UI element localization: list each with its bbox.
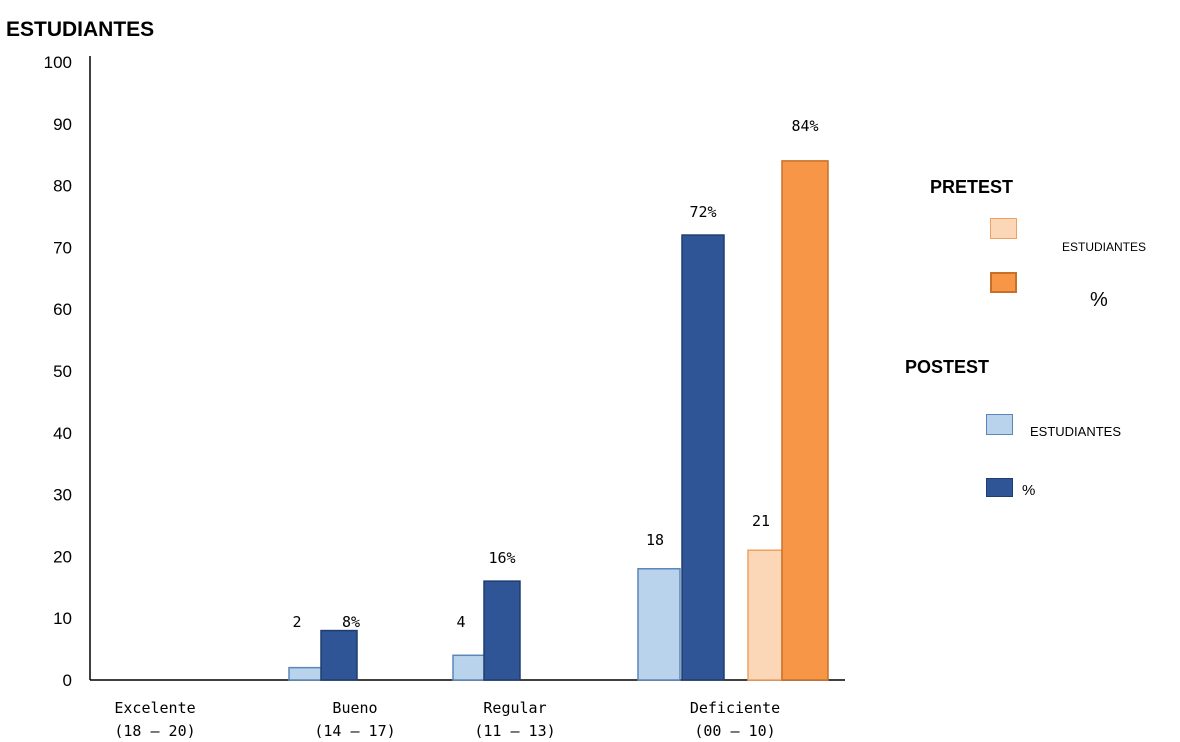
data-label: 21 [752,512,770,530]
bars [288,160,829,681]
bar-pretest-percent [781,160,829,681]
x-category-label: (00 – 10) [694,722,775,740]
legend-pretest-estudiantes-swatch [990,218,1017,239]
y-tick-label-80: 80 [53,177,72,196]
legend-postest-percent-swatch [986,478,1013,497]
y-tick-label-100: 100 [44,53,72,72]
bar-postest-percent [681,234,725,681]
x-category-label: (18 – 20) [114,722,195,740]
legend-pretest-percent-swatch [990,272,1017,293]
x-category-label: Deficiente [690,699,780,717]
legend-postest-estudiantes-swatch [986,414,1013,435]
bar-postest-estudiantes [637,568,681,681]
bar-postest-percent [320,629,358,681]
bar-postest-estudiantes [288,666,324,681]
y-tick-label-0: 0 [63,671,72,690]
data-label: 4 [456,613,465,631]
y-tick-label-30: 30 [53,486,72,505]
data-label: 16% [488,549,515,567]
y-tick-label-20: 20 [53,547,72,566]
y-tick-label-90: 90 [53,115,72,134]
legend-postest-title: POSTEST [905,357,990,377]
data-label: 2 [292,613,301,631]
y-tick-label-50: 50 [53,362,72,381]
data-label: 18 [646,531,664,549]
data-labels: 2 8% 4 16% 18 72% 21 84% [292,117,818,631]
legend-pretest-title: PRETEST [930,177,1014,197]
legend-postest-percent-label: % [1022,482,1036,499]
y-tick-label-60: 60 [53,300,72,319]
y-axis-title: ESTUDIANTES [6,18,154,41]
y-tick-label-10: 10 [53,609,72,628]
x-category-label: (11 – 13) [474,722,555,740]
legend-pretest-estudiantes-label: ESTUDIANTES [1062,240,1147,254]
data-label: 84% [791,117,818,135]
bar-pretest-estudiantes [747,549,783,681]
bar-postest-percent [483,580,521,681]
bar-postest-estudiantes [452,654,486,681]
x-category-label: (14 – 17) [314,722,395,740]
legend-pretest-percent-label: % [1090,289,1108,311]
x-category-label: Bueno [332,699,377,717]
y-axis-ticks: 0 10 20 30 40 50 60 70 80 90 100 [44,53,72,690]
y-tick-label-40: 40 [53,424,72,443]
data-label: 8% [342,613,360,631]
legend-postest-estudiantes-label: ESTUDIANTES [1030,424,1122,439]
x-category-label: Excelente [114,699,195,717]
x-category-label: Regular [483,699,546,717]
data-label: 72% [689,203,716,221]
y-tick-label-70: 70 [53,238,72,257]
x-axis-categories: Excelente (18 – 20) Bueno (14 – 17) Regular (… [114,699,780,740]
